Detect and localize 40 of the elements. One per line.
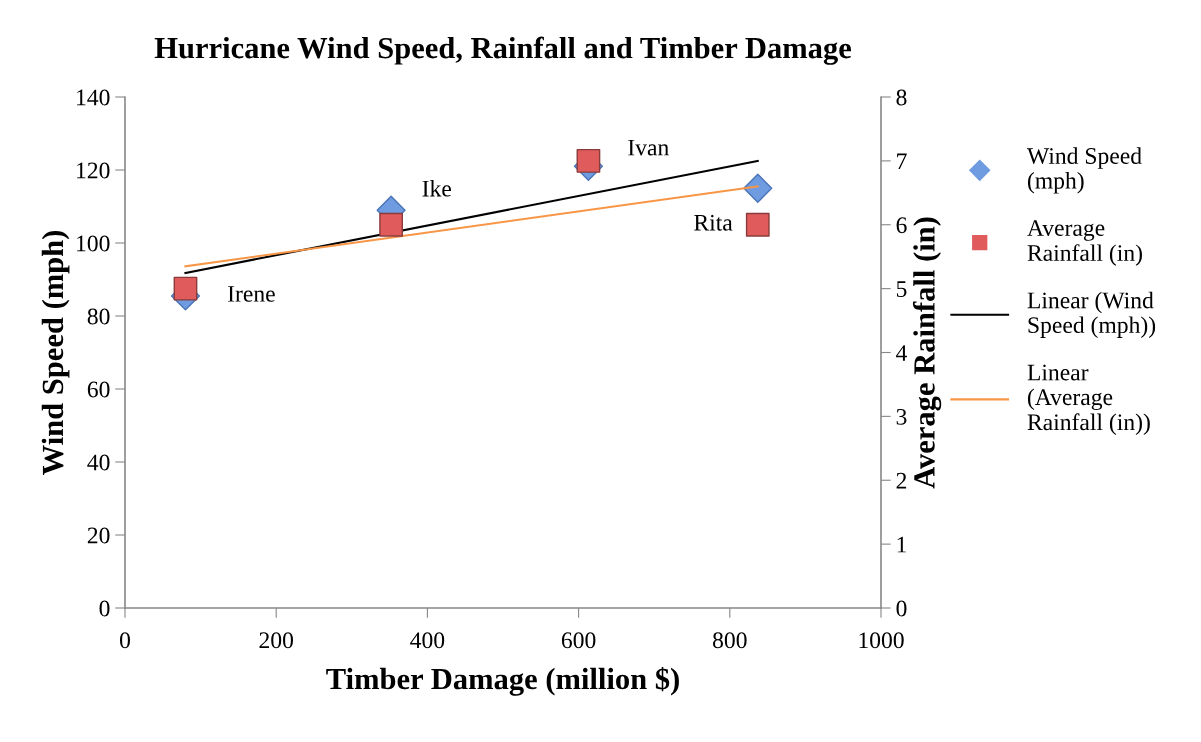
y-tick-label: 40 <box>87 454 110 471</box>
y2-tick-label: 0 <box>896 600 907 617</box>
y-tick-label: 120 <box>77 162 110 179</box>
x-tick-label: 400 <box>410 632 445 649</box>
legend-label: Average Rainfall (in) <box>1027 220 1142 266</box>
legend-label: Linear (Average Rainfall (in)) <box>1027 364 1150 436</box>
y2-tick-label: 5 <box>896 281 907 298</box>
point <box>743 173 773 203</box>
y2-tick-label: 8 <box>896 89 907 106</box>
y2-tick-label: 1 <box>897 536 906 553</box>
y-tick-label: 80 <box>87 308 110 325</box>
x-tick-label: 1000 <box>859 632 904 649</box>
annotation: Irene <box>228 286 275 302</box>
y2-tick-label: 4 <box>896 345 908 361</box>
annotation: Ike <box>422 180 451 197</box>
y-tick-label: 140 <box>77 89 110 106</box>
y2-tick-label: 3 <box>896 408 907 425</box>
y-tick-label: 0 <box>99 600 110 617</box>
y-tick-label: 100 <box>77 235 110 252</box>
legend-label: Wind Speed (mph) <box>1026 147 1142 194</box>
annotation: Rita <box>694 214 733 231</box>
y2-tick-label: 7 <box>897 153 907 170</box>
y-axis-title: Wind Speed (mph) <box>41 231 70 475</box>
point <box>173 276 198 301</box>
y2-axis-title: Average Rainfall (in) <box>912 217 942 489</box>
annotation: Ivan <box>628 139 669 156</box>
point <box>576 148 601 173</box>
x-axis-title: Timber Damage (million $) <box>326 666 679 696</box>
chart-title: Hurricane Wind Speed, Rainfall and Timber Damage <box>154 36 852 65</box>
y2-tick-label: 2 <box>896 472 907 489</box>
y2-tick-label: 6 <box>896 217 907 234</box>
y-tick-label: 20 <box>87 527 110 544</box>
x-tick-label: 800 <box>712 632 747 649</box>
legend-label: Linear (Wind Speed (mph)) <box>1027 291 1156 338</box>
point <box>745 212 770 237</box>
point <box>379 212 404 237</box>
x-tick-label: 600 <box>561 632 596 649</box>
x-tick-label: 200 <box>259 632 294 649</box>
x-tick-label: 0 <box>120 632 130 649</box>
y-tick-label: 60 <box>87 381 110 398</box>
